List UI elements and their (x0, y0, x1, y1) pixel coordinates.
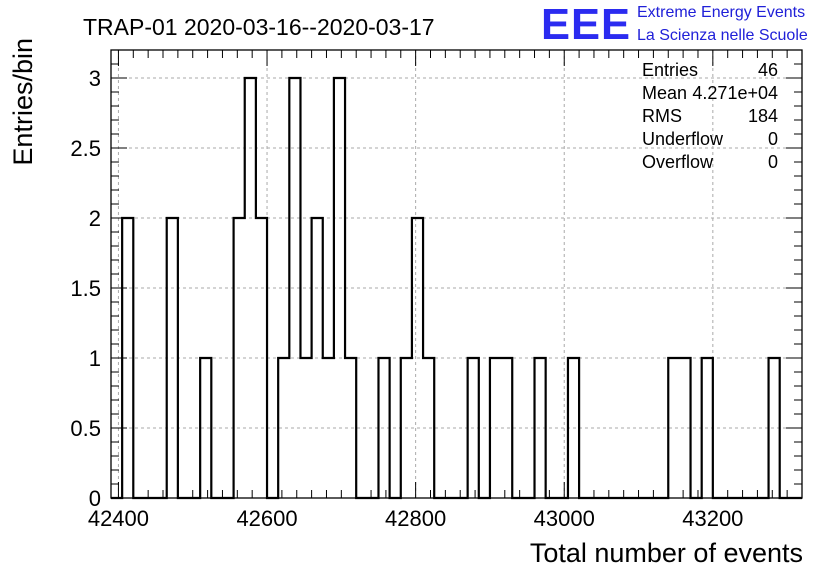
chart-title: TRAP-01 2020-03-16--2020-03-17 (83, 14, 435, 40)
stats-label-overflow: Overflow (642, 152, 714, 172)
histogram-bin (260, 218, 271, 498)
x-tick-label: 42600 (236, 506, 297, 531)
histogram-bin (315, 218, 326, 498)
histogram-bin (486, 358, 497, 498)
histogram-bin (665, 358, 676, 498)
stats-label-rms: RMS (642, 106, 682, 126)
stats-value-underflow: 0 (768, 129, 778, 149)
logo-line-2: La Scienza nelle Scuole (637, 27, 808, 44)
histogram-bin (326, 358, 337, 498)
stats-label-entries: Entries (642, 60, 698, 80)
y-tick-label: 2.5 (70, 136, 101, 161)
stats-box: Entries 46 Mean 4.271e+04 RMS 184 Underflow 0 Ov… (642, 60, 778, 172)
y-tick-label: 1 (89, 346, 101, 371)
logo-letters: EEE (541, 0, 631, 49)
x-tick-label: 42400 (88, 506, 149, 531)
stats-value-mean: 4.271e+04 (692, 83, 778, 103)
y-axis-title: Entries/bin (8, 38, 38, 166)
histogram-bin (427, 358, 438, 498)
histogram-bin (196, 358, 207, 498)
histogram-bin (282, 358, 293, 498)
y-tick-label: 0.5 (70, 416, 101, 441)
stats-value-rms: 184 (748, 106, 778, 126)
histogram-bin (349, 358, 360, 498)
histogram-bin (248, 78, 259, 498)
eee-logo: EEE Extreme Energy Events La Scienza nel… (541, 0, 808, 49)
histogram-bin (163, 218, 174, 498)
stats-value-overflow: 0 (768, 152, 778, 172)
y-tick-labels: 0 0.5 1 1.5 2 2.5 3 (70, 66, 101, 511)
histogram-bin (497, 358, 508, 498)
y-tick-label: 3 (89, 66, 101, 91)
histogram-bin (404, 358, 415, 498)
histogram-bin (293, 78, 304, 498)
histogram-bin (564, 358, 575, 498)
histogram-bin (772, 358, 783, 498)
stats-label-mean: Mean (642, 83, 687, 103)
y-tick-label: 1.5 (70, 276, 101, 301)
stats-label-underflow: Underflow (642, 129, 724, 149)
histogram-bin (304, 358, 315, 498)
logo-line-1: Extreme Energy Events (637, 4, 805, 21)
histogram-bin (698, 358, 709, 498)
histogram-bin (338, 78, 349, 498)
histogram-bin (676, 358, 687, 498)
histogram-bin (382, 358, 393, 498)
stats-rows: Entries 46 Mean 4.271e+04 RMS 184 Underflow 0 Ov… (642, 60, 778, 172)
histogram-bin (531, 358, 542, 498)
y-tick-label: 2 (89, 206, 101, 231)
axis-ticks (111, 50, 802, 499)
y-tick-label: 0 (89, 486, 101, 511)
grid-lines (111, 50, 802, 498)
x-tick-labels: 42400 42600 42800 43000 43200 (88, 506, 744, 531)
stats-value-entries: 46 (758, 60, 778, 80)
histogram-bin (237, 218, 248, 498)
x-axis-title: Total number of events (530, 538, 803, 568)
x-tick-label: 43200 (682, 506, 743, 531)
histogram-bin (464, 358, 475, 498)
x-tick-label: 42800 (385, 506, 446, 531)
x-tick-label: 43000 (534, 506, 595, 531)
histogram-bin (416, 218, 427, 498)
